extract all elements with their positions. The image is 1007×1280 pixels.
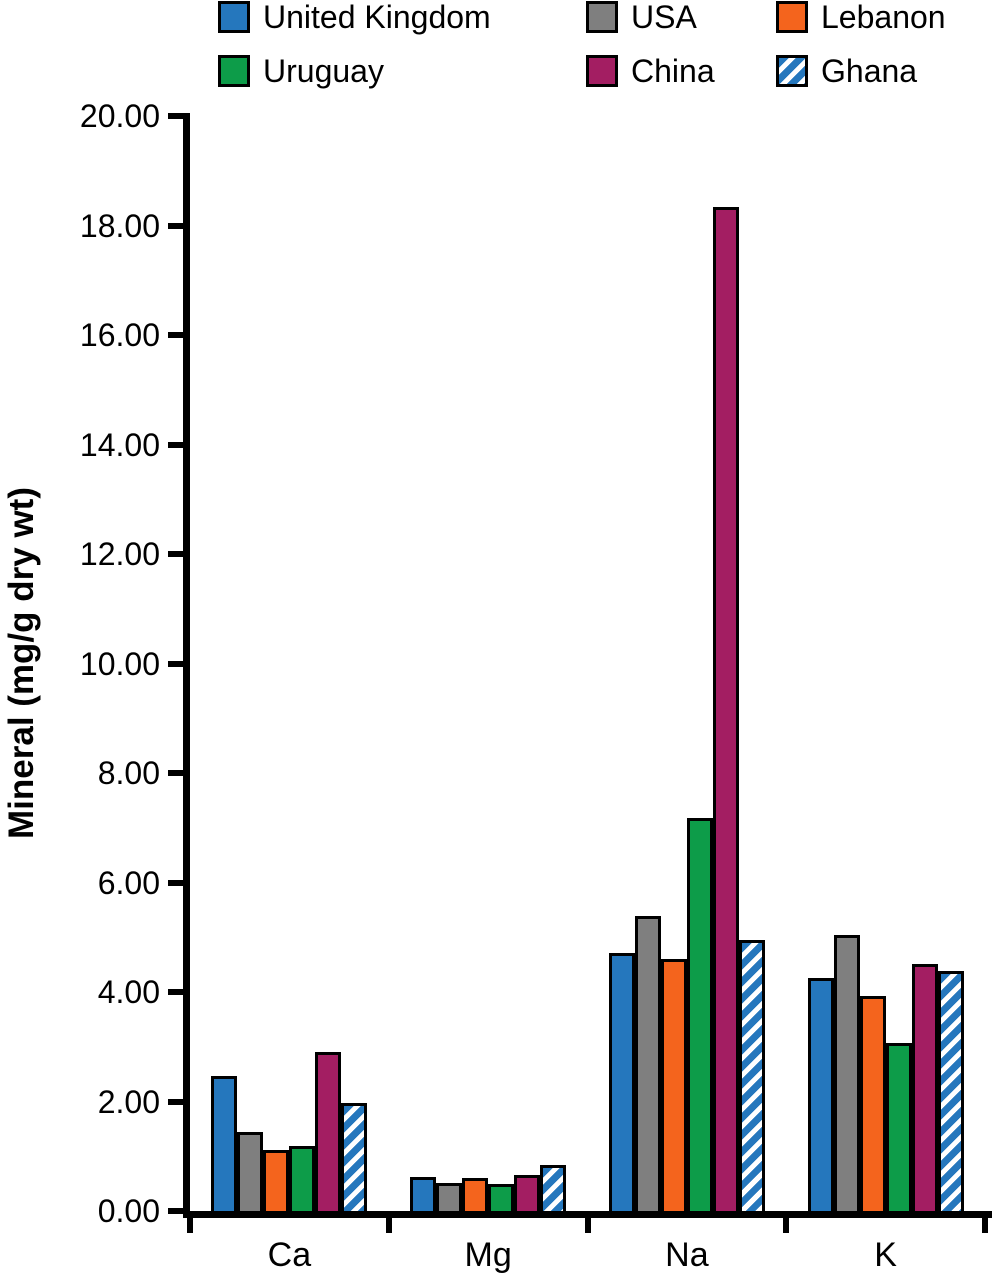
- bar-china-ca: [315, 1052, 342, 1211]
- bar-china-mg: [514, 1175, 541, 1211]
- legend-item-uruguay: Uruguay: [218, 55, 586, 87]
- legend-swatch-usa: [586, 1, 618, 33]
- y-tick: [168, 222, 183, 229]
- bar-usa-k: [833, 935, 860, 1211]
- y-tick: [168, 332, 183, 338]
- bar-ghana-k: [937, 971, 964, 1211]
- y-tick-label: 8.00: [97, 755, 160, 791]
- legend-item-lebanon: Lebanon: [776, 1, 946, 33]
- bar-china-na: [712, 207, 739, 1211]
- legend-label-united-kingdom: United Kingdom: [263, 0, 491, 35]
- y-tick-label: 16.00: [79, 317, 160, 353]
- bar-uruguay-na: [686, 818, 713, 1211]
- y-tick-label: 2.00: [97, 1083, 160, 1120]
- legend-swatch-uruguay: [218, 55, 250, 87]
- legend-swatch-china: [586, 55, 618, 87]
- y-tick-label: 20.00: [79, 98, 160, 134]
- y-tick-label: 12.00: [79, 536, 160, 572]
- bar-uruguay-mg: [488, 1184, 515, 1211]
- bar-lebanon-mg: [462, 1178, 489, 1211]
- x-tick: [783, 1218, 790, 1233]
- y-tick: [168, 989, 183, 995]
- bar-usa-na: [634, 916, 661, 1211]
- category-label-mg: Mg: [464, 1236, 512, 1274]
- bar-usa-mg: [436, 1183, 463, 1211]
- y-tick-label: 0.00: [97, 1193, 160, 1229]
- x-tick: [385, 1218, 392, 1233]
- bar-uruguay-ca: [289, 1146, 316, 1211]
- legend-item-ghana: Ghana: [776, 55, 946, 87]
- y-axis-label: Mineral (mg/g dry wt): [2, 487, 41, 839]
- legend-swatch-united-kingdom: [218, 1, 250, 33]
- y-tick: [168, 770, 183, 776]
- legend-label-china: China: [631, 53, 715, 89]
- category-label-k: K: [874, 1236, 897, 1274]
- legend-item-usa: USA: [586, 1, 776, 33]
- bar-united-kingdom-ca: [211, 1076, 238, 1211]
- legend-swatch-ghana: [776, 55, 808, 87]
- category-label-ca: Ca: [267, 1236, 312, 1274]
- y-tick: [168, 551, 183, 557]
- y-tick: [168, 1098, 183, 1105]
- bar-united-kingdom-na: [608, 953, 635, 1211]
- x-tick: [982, 1218, 988, 1233]
- y-tick-label: 18.00: [79, 207, 160, 244]
- legend-item-united-kingdom: United Kingdom: [218, 1, 586, 33]
- legend-item-china: China: [586, 55, 776, 87]
- y-tick-label: 14.00: [79, 426, 160, 463]
- legend-label-uruguay: Uruguay: [263, 53, 384, 89]
- y-tick: [168, 879, 183, 886]
- bar-lebanon-ca: [263, 1150, 290, 1211]
- bar-ghana-mg: [540, 1165, 567, 1211]
- y-tick: [168, 1208, 183, 1214]
- bar-china-k: [911, 964, 938, 1211]
- y-axis-line: [183, 113, 190, 1218]
- x-axis-line: [183, 1211, 992, 1218]
- bar-united-kingdom-k: [807, 978, 834, 1211]
- bar-uruguay-k: [885, 1043, 912, 1211]
- bar-lebanon-k: [859, 996, 886, 1211]
- plot-area: 0.00 2.00 4.00 6.00 8.00 10.00 12.00 14.00 16.00…: [80, 98, 992, 1272]
- legend-label-usa: USA: [631, 0, 697, 35]
- bar-united-kingdom-mg: [410, 1177, 437, 1211]
- bar-ghana-na: [738, 940, 765, 1211]
- legend-swatch-lebanon: [776, 1, 808, 33]
- x-tick: [584, 1218, 591, 1233]
- y-tick: [168, 441, 183, 448]
- y-tick-label: 10.00: [79, 645, 160, 682]
- y-tick: [168, 660, 183, 667]
- y-tick-label: 6.00: [97, 864, 160, 901]
- legend: United Kingdom USA Lebanon Uruguay China Ghan…: [218, 1, 946, 87]
- legend-label-ghana: Ghana: [821, 53, 918, 89]
- y-tick-label: 4.00: [97, 974, 160, 1010]
- category-label-na: Na: [665, 1236, 709, 1274]
- legend-label-lebanon: Lebanon: [821, 0, 946, 35]
- x-tick: [187, 1218, 193, 1233]
- bar-lebanon-na: [660, 959, 687, 1211]
- y-tick: [168, 113, 183, 119]
- bar-usa-ca: [237, 1132, 264, 1211]
- bar-ghana-ca: [341, 1103, 368, 1211]
